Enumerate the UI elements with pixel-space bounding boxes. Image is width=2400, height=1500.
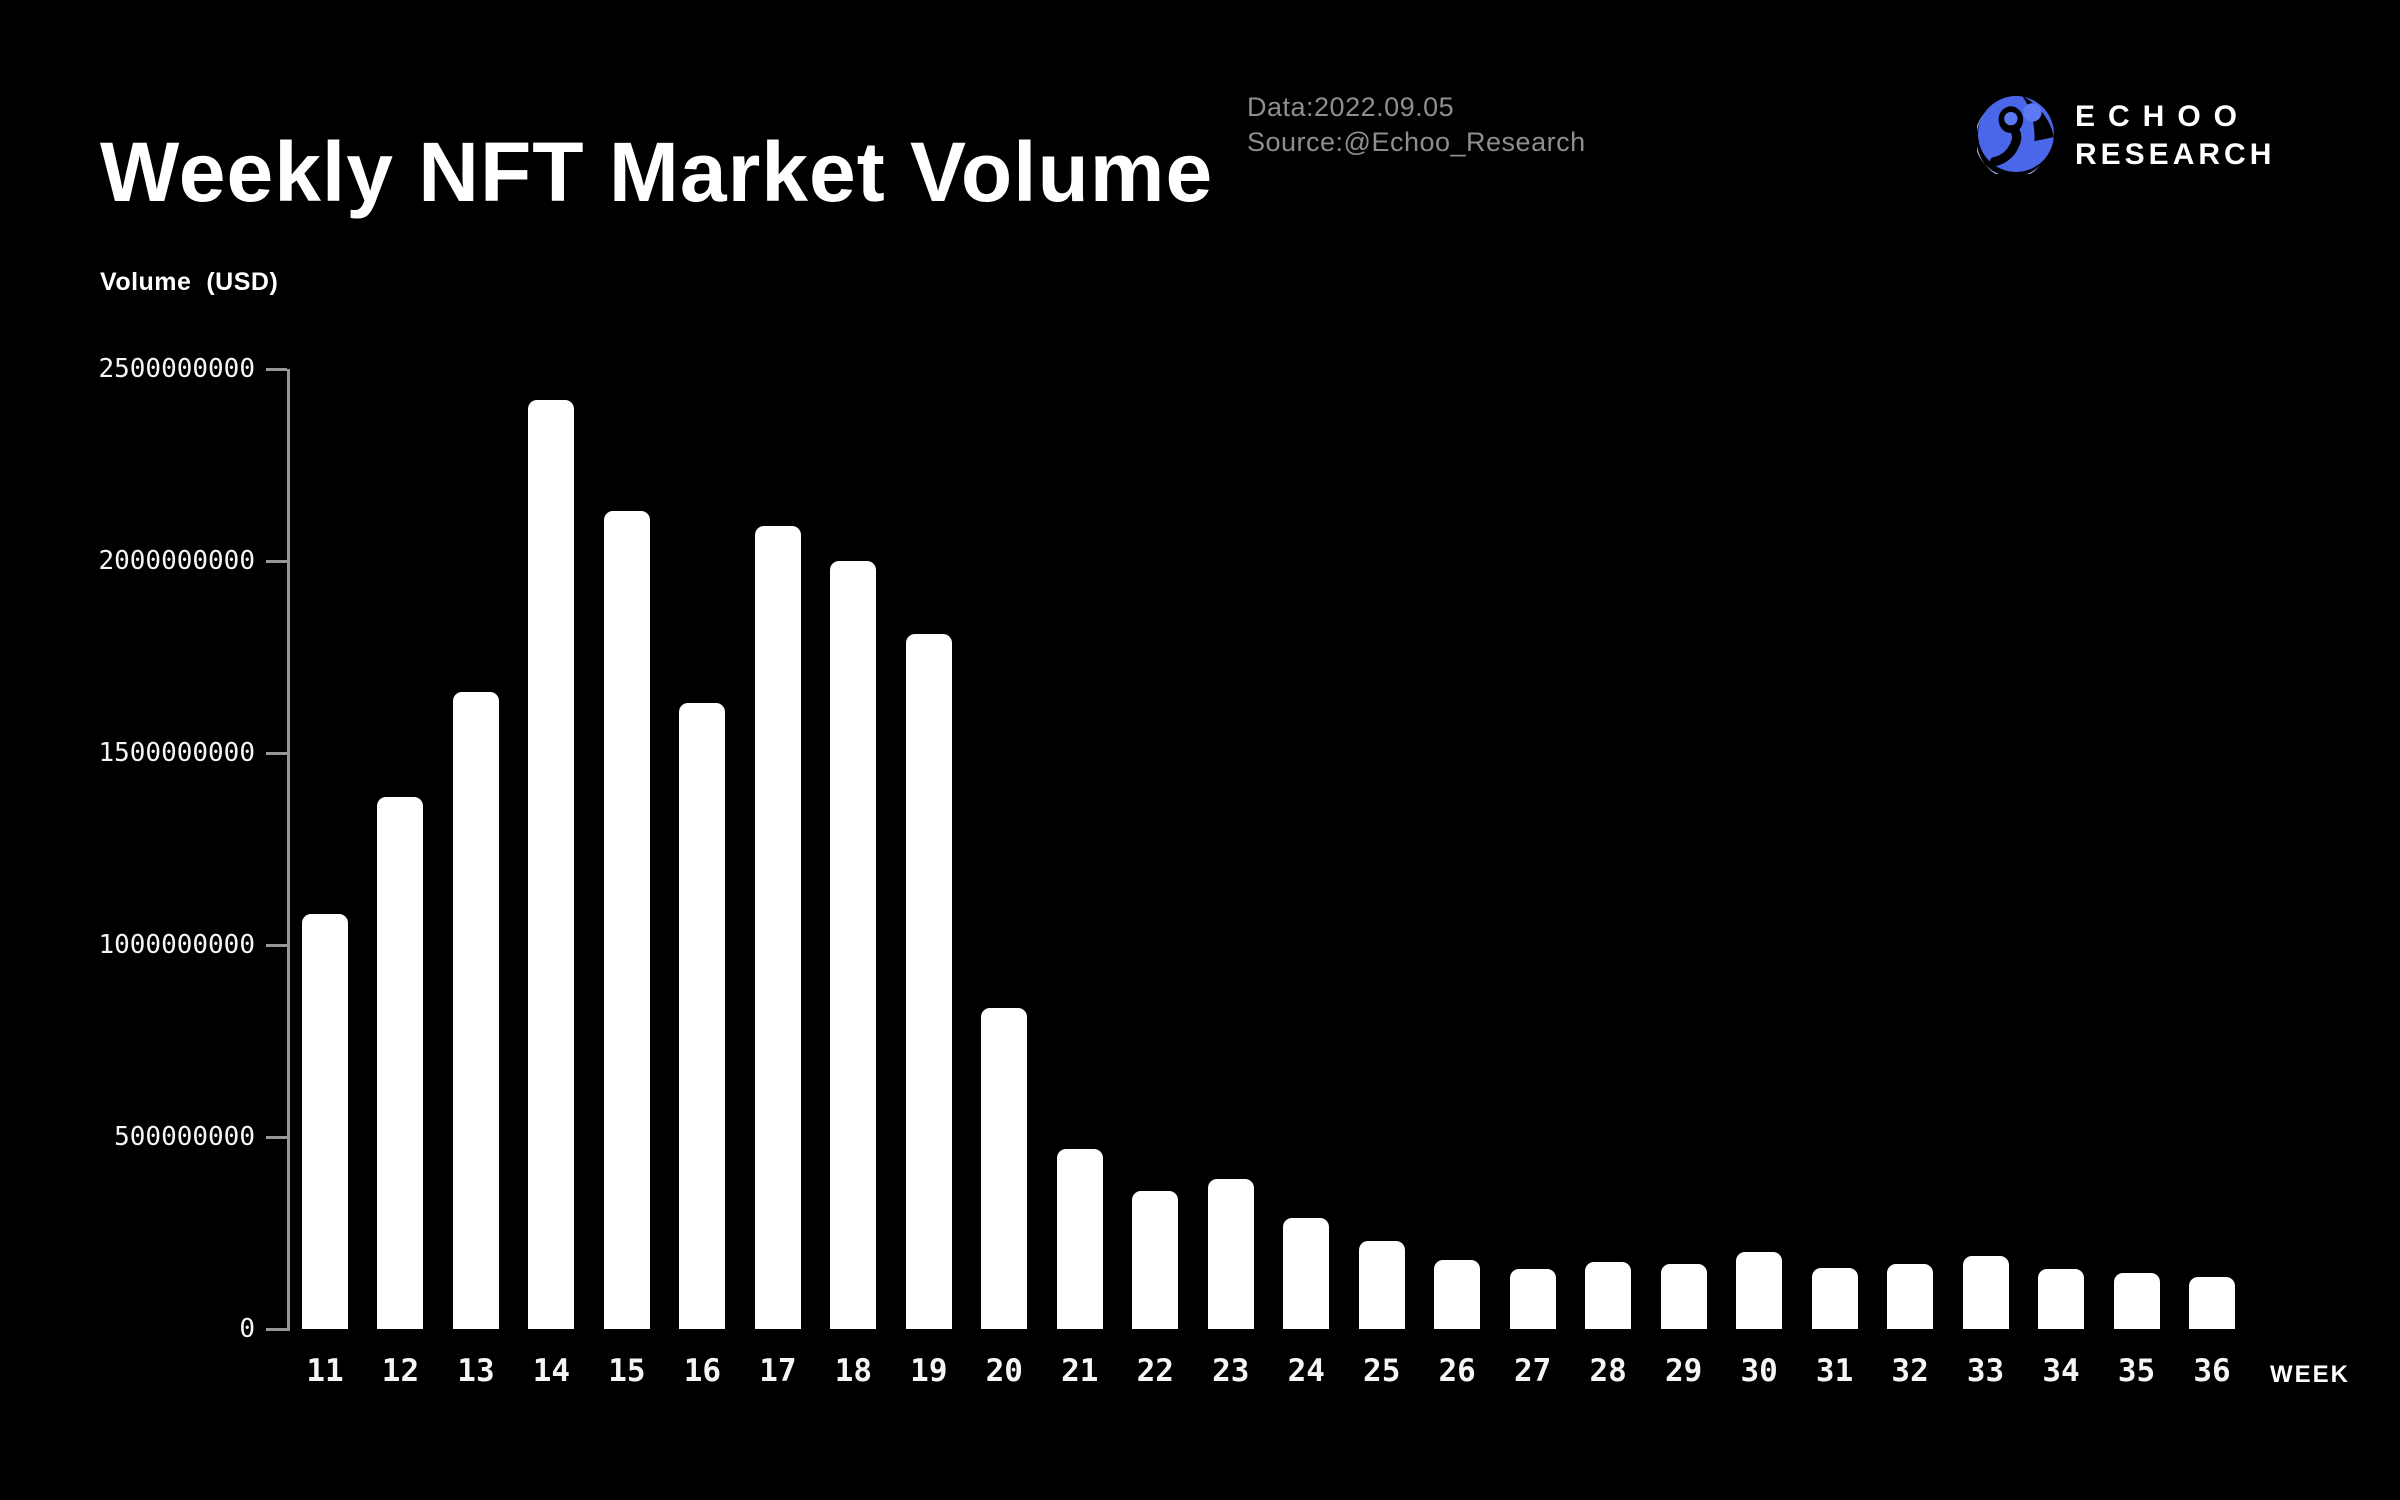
chart: 0 500000000 1000000000 1500000000 2000000000… (98, 354, 2360, 1389)
bar-week-22 (1132, 1190, 1179, 1329)
y-tick (266, 367, 287, 371)
bar-week-30 (1736, 1252, 1783, 1329)
bar-week-16 (679, 703, 726, 1329)
bar-week-25 (1358, 1240, 1405, 1329)
x-label-week-25: 25 (1363, 1353, 1401, 1389)
data-source-label: Source:@Echoo_Research (1247, 127, 1586, 157)
x-label-week-12: 12 (381, 1353, 420, 1389)
x-label-week-34: 34 (2042, 1353, 2080, 1389)
bar-week-34 (2038, 1269, 2085, 1329)
y-axis-title: Volume (USD) (100, 268, 279, 296)
y-tick (266, 1135, 287, 1139)
chart-meta: Data:2022.09.05 Source:@Echoo_Research (1247, 90, 1586, 160)
data-date-label: Data:2022.09.05 (1247, 92, 1455, 122)
bar-week-35 (2113, 1273, 2160, 1329)
y-tick-label: 1000000000 (98, 930, 255, 960)
y-tick-label: 0 (239, 1314, 255, 1344)
x-label-week-30: 30 (1740, 1353, 1778, 1389)
x-axis-title: WEEK (2270, 1361, 2350, 1388)
y-tick-label: 2000000000 (98, 546, 255, 576)
x-label-week-32: 32 (1891, 1353, 1929, 1389)
echoo-logo-icon (1977, 96, 2054, 174)
x-label-week-19: 19 (910, 1353, 948, 1389)
brand-name: ECHOO RESEARCH (2075, 98, 2275, 174)
x-label-week-35: 35 (2117, 1353, 2156, 1389)
y-tick-label: 2500000000 (98, 354, 255, 384)
bar-week-26 (1434, 1259, 1481, 1329)
bar-week-36 (2189, 1277, 2235, 1329)
bar-week-12 (377, 797, 424, 1329)
bar-week-32 (1887, 1263, 1934, 1329)
y-tick (266, 943, 287, 947)
bar-week-33 (1962, 1256, 2009, 1329)
x-label-week-31: 31 (1815, 1353, 1854, 1389)
bar-week-18 (830, 561, 877, 1329)
bar-week-11 (302, 914, 348, 1329)
x-label-week-16: 16 (683, 1353, 722, 1389)
bar-week-21 (1056, 1148, 1103, 1329)
x-label-week-28: 28 (1589, 1353, 1627, 1389)
bar-week-13 (452, 691, 499, 1329)
x-label-week-14: 14 (532, 1353, 571, 1389)
x-label-week-29: 29 (1664, 1353, 1703, 1389)
y-tick (266, 559, 287, 563)
bar-week-27 (1509, 1269, 1556, 1329)
bar-week-23 (1207, 1179, 1254, 1329)
x-label-week-21: 21 (1061, 1353, 1099, 1389)
x-label-week-33: 33 (1966, 1353, 2005, 1389)
x-label-week-24: 24 (1287, 1353, 1325, 1389)
bar-week-14 (528, 399, 575, 1329)
y-tick (266, 1327, 287, 1331)
x-label-week-13: 13 (457, 1353, 495, 1389)
x-label-week-23: 23 (1212, 1353, 1250, 1389)
y-tick-label: 500000000 (114, 1122, 255, 1152)
brand-name-line1: ECHOO (2075, 100, 2251, 133)
y-tick-label: 1500000000 (98, 738, 255, 768)
bar-week-28 (1585, 1261, 1632, 1329)
x-label-week-15: 15 (608, 1353, 646, 1389)
x-label-week-36: 36 (2193, 1353, 2231, 1389)
y-tick (266, 751, 287, 755)
x-label-week-11: 11 (306, 1353, 344, 1389)
bar-week-19 (905, 633, 952, 1329)
y-axis-line (287, 369, 290, 1331)
x-label-week-22: 22 (1136, 1353, 1174, 1389)
bar-week-24 (1283, 1217, 1330, 1329)
x-label-week-17: 17 (759, 1353, 797, 1389)
bar-week-15 (603, 511, 650, 1329)
x-label-week-18: 18 (834, 1353, 873, 1389)
bar-week-17 (754, 526, 801, 1329)
x-label-week-26: 26 (1438, 1353, 1476, 1389)
bar-week-29 (1660, 1263, 1707, 1329)
x-label-week-27: 27 (1514, 1353, 1552, 1389)
bar-week-20 (981, 1008, 1028, 1329)
bar-week-31 (1811, 1267, 1858, 1329)
brand-logo: ECHOO RESEARCH (1977, 94, 2275, 174)
x-label-week-20: 20 (985, 1353, 1023, 1389)
page-title: Weekly NFT Market Volume (100, 125, 1214, 220)
brand-name-line2: RESEARCH (2075, 138, 2276, 171)
